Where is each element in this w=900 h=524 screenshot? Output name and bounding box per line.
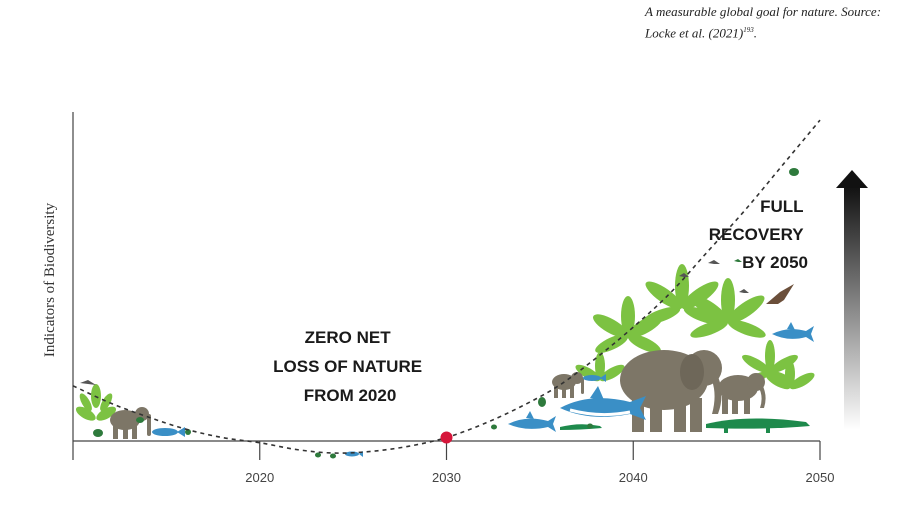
frog-icon	[330, 453, 336, 459]
palm-leaf-icon	[765, 360, 815, 390]
annotation-line: LOSS OF NATURE	[273, 357, 422, 376]
elephant-icon	[110, 407, 151, 439]
x-tick-label: 2050	[806, 470, 835, 485]
palm-leaf-icon	[690, 278, 766, 338]
wildlife-illustration	[75, 168, 815, 459]
x-tick-label: 2040	[619, 470, 648, 485]
annotation-line: FULL	[760, 197, 803, 216]
annotation-line: RECOVERY	[709, 225, 804, 244]
shark-icon	[560, 386, 646, 420]
annotation-line: ZERO NET	[305, 328, 392, 347]
frog-icon	[136, 417, 144, 423]
bird-icon	[734, 259, 742, 262]
bird-icon	[80, 380, 96, 385]
caption-suffix: .	[753, 25, 757, 41]
elephant-icon	[718, 373, 766, 414]
crocodile-icon	[706, 418, 810, 433]
annotation-full-recovery: FULL RECOVERY BY 2050	[709, 197, 808, 272]
shark-icon	[772, 322, 814, 342]
bird-icon	[708, 260, 720, 264]
x-tick-label: 2020	[245, 470, 274, 485]
x-ticks: 2020 2030 2040 2050	[245, 441, 834, 485]
figure-caption: A measurable global goal for nature. Sou…	[645, 3, 895, 42]
target-2030-point	[440, 431, 453, 444]
frog-icon	[789, 168, 799, 176]
annotation-zero-net-loss: ZERO NET LOSS OF NATURE FROM 2020	[273, 328, 427, 405]
x-tick-label: 2030	[432, 470, 461, 485]
upward-arrow-icon	[836, 170, 868, 430]
bird-icon	[679, 273, 689, 277]
frog-icon	[538, 397, 546, 407]
annotation-line: BY 2050	[742, 253, 808, 272]
palm-leaf-icon	[593, 296, 663, 353]
annotation-line: FROM 2020	[304, 386, 397, 405]
y-axis-label: Indicators of Biodiversity	[42, 202, 58, 357]
frog-icon	[491, 424, 497, 430]
shark-icon	[508, 411, 556, 432]
fish-icon	[152, 427, 185, 437]
bird-icon	[766, 284, 794, 304]
fish-icon	[583, 374, 606, 382]
crocodile-icon	[560, 424, 602, 430]
elephant-icon	[620, 350, 722, 432]
frog-icon	[185, 429, 191, 435]
frog-icon	[587, 423, 593, 429]
frog-icon	[93, 429, 103, 437]
elephant-icon	[552, 372, 584, 398]
caption-text: A measurable global goal for nature. Sou…	[645, 4, 882, 41]
frog-icon	[315, 452, 321, 458]
bird-icon	[739, 289, 749, 293]
caption-reference: 193	[743, 26, 754, 34]
